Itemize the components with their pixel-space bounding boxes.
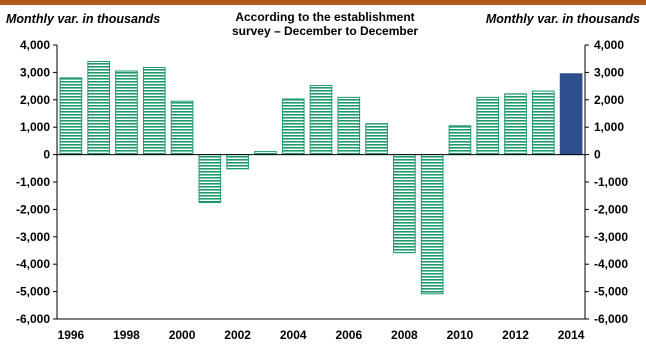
y-tick-label-left: -6,000 bbox=[16, 312, 50, 326]
y-axis-label-left: Monthly var. in thousands bbox=[6, 12, 160, 26]
y-tick-label-left: 0 bbox=[43, 148, 50, 162]
bar-2010 bbox=[448, 125, 472, 156]
x-tick-label: 2012 bbox=[502, 328, 529, 342]
bar-2012 bbox=[504, 93, 527, 156]
y-tick-label-right: -5,000 bbox=[594, 285, 628, 299]
bar-2002 bbox=[226, 154, 249, 170]
y-tick-label-left: 4,000 bbox=[20, 38, 50, 52]
chart-title-line1: According to the establishment bbox=[235, 10, 414, 24]
bar-1998 bbox=[115, 70, 138, 156]
y-tick-label-left: -2,000 bbox=[16, 202, 50, 216]
x-tick-label: 2008 bbox=[391, 328, 418, 342]
y-tick-label-left: 2,000 bbox=[20, 93, 50, 107]
bar-2014 bbox=[559, 73, 583, 156]
bar-2013 bbox=[531, 90, 555, 156]
y-tick-label-right: 0 bbox=[594, 148, 601, 162]
bar-1997 bbox=[87, 60, 111, 156]
y-tick-label-left: 3,000 bbox=[20, 65, 50, 79]
y-tick-label-left: -1,000 bbox=[16, 175, 50, 189]
x-tick-label: 2010 bbox=[447, 328, 474, 342]
bar-2011 bbox=[476, 96, 500, 156]
bar-2001 bbox=[198, 154, 222, 204]
x-tick-label: 2004 bbox=[280, 328, 307, 342]
y-tick-label-left: -5,000 bbox=[16, 285, 50, 299]
bar-2006 bbox=[337, 96, 361, 156]
y-tick-label-left: -4,000 bbox=[16, 257, 50, 271]
y-tick-label-right: 1,000 bbox=[594, 120, 624, 134]
x-tick-label: 1998 bbox=[113, 328, 140, 342]
plot-area: 4,000 4,000 3,000 3,000 2,000 2,000 1,000 1,000… bbox=[16, 38, 628, 342]
y-tick-label-left: 1,000 bbox=[20, 120, 50, 134]
x-tick-label: 2000 bbox=[169, 328, 196, 342]
bar-1996 bbox=[59, 77, 83, 156]
bar-2007 bbox=[365, 123, 388, 156]
bar-2000 bbox=[170, 100, 194, 156]
y-tick-label-right: -6,000 bbox=[594, 312, 628, 326]
y-axis-label-right: Monthly var. in thousands bbox=[486, 12, 640, 26]
y-tick-label-right: 3,000 bbox=[594, 65, 624, 79]
bar-2004 bbox=[281, 98, 305, 156]
y-tick-label-left: -3,000 bbox=[16, 230, 50, 244]
chart-title-line2: survey – December to December bbox=[232, 24, 418, 38]
bar-1999 bbox=[142, 66, 166, 156]
bar-2005 bbox=[309, 85, 333, 156]
x-tick-label: 2002 bbox=[224, 328, 251, 342]
top-band bbox=[0, 0, 646, 5]
y-tick-label-right: -4,000 bbox=[594, 257, 628, 271]
x-tick-label: 1996 bbox=[58, 328, 85, 342]
bar-2008 bbox=[393, 154, 416, 254]
y-tick-label-right: -1,000 bbox=[594, 175, 628, 189]
y-tick-label-right: -2,000 bbox=[594, 202, 628, 216]
y-tick-label-right: 2,000 bbox=[594, 93, 624, 107]
y-tick-label-right: 4,000 bbox=[594, 38, 624, 52]
x-tick-label: 2014 bbox=[558, 328, 585, 342]
bar-2009 bbox=[420, 154, 444, 295]
y-tick-label-right: -3,000 bbox=[594, 230, 628, 244]
x-tick-label: 2006 bbox=[335, 328, 362, 342]
